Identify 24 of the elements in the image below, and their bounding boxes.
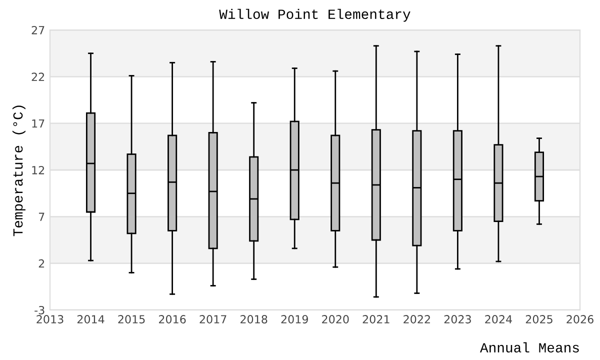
x-tick-label: 2025 xyxy=(526,315,552,324)
y-tick-label: 22 xyxy=(32,72,44,81)
y-tick-label: 2 xyxy=(38,259,44,268)
y-tick-label: 27 xyxy=(32,26,44,34)
x-axis-title: Annual Means xyxy=(480,342,579,352)
y-tick-label: -3 xyxy=(34,306,44,314)
x-tick-label: 2014 xyxy=(77,315,104,324)
x-tick-label: 2020 xyxy=(322,315,349,324)
y-axis-title: Temperature (°C) xyxy=(12,106,26,236)
x-tick-label: 2022 xyxy=(404,315,430,324)
x-tick-label: 2019 xyxy=(281,315,308,324)
x-tick-label: 2024 xyxy=(485,315,512,324)
y-tick-label: 7 xyxy=(38,212,44,221)
x-tick-label: 2023 xyxy=(444,315,471,324)
x-tick-label: 2017 xyxy=(200,315,226,324)
y-tick-label: 17 xyxy=(32,119,44,128)
x-tick-label: 2021 xyxy=(362,315,390,324)
x-tick-label: 2015 xyxy=(118,315,145,324)
chart-title: Willow Point Elementary xyxy=(219,8,410,22)
x-tick-label: 2026 xyxy=(566,315,594,324)
y-tick-label: 12 xyxy=(32,166,44,174)
x-tick-label: 2018 xyxy=(240,315,268,324)
x-tick-label: 2016 xyxy=(158,315,186,324)
x-tick-label: 2013 xyxy=(36,315,64,324)
